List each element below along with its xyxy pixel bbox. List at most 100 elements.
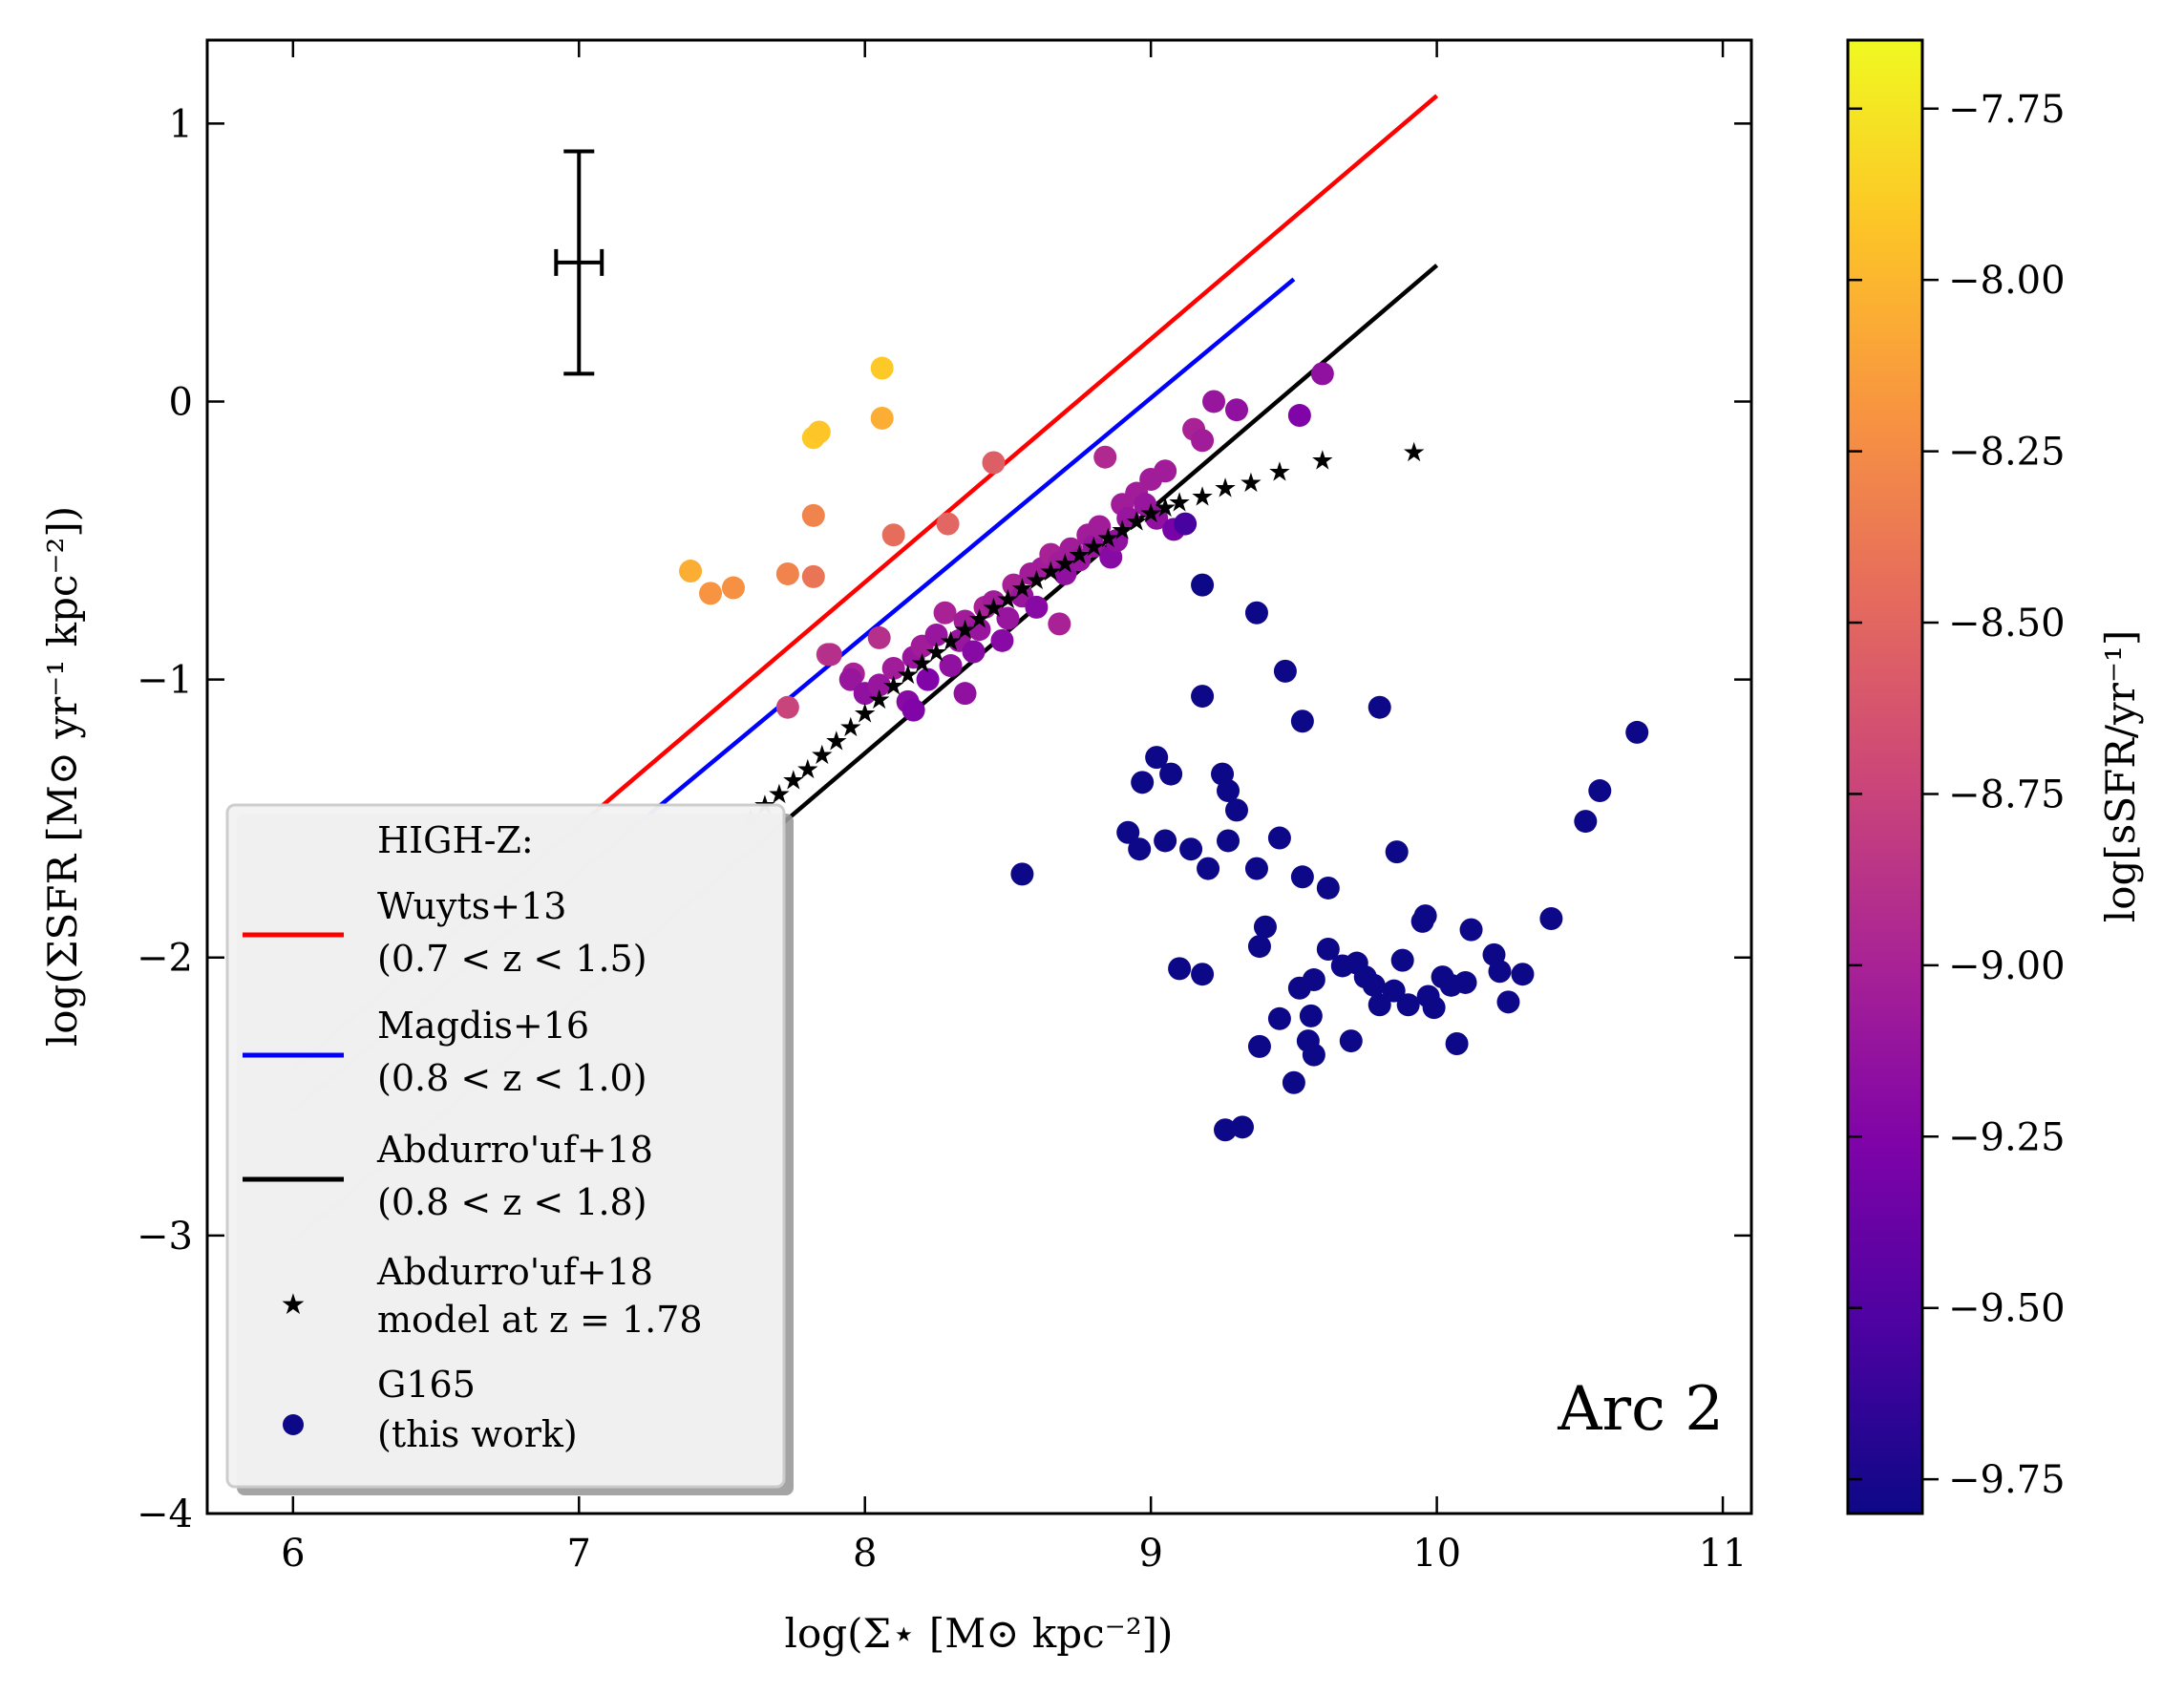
colorbar-tick-label: −9.50 — [1948, 1287, 2066, 1331]
data-point — [818, 643, 842, 667]
model-star: ★ — [853, 698, 877, 730]
data-point — [1244, 601, 1268, 625]
data-point — [1230, 1115, 1254, 1139]
data-point — [1088, 515, 1112, 539]
data-point — [1339, 1029, 1363, 1053]
data-point — [1396, 993, 1420, 1017]
legend-label: (0.7 < z < 1.5) — [377, 938, 647, 980]
model-star: ★ — [795, 753, 819, 785]
model-star: ★ — [1025, 564, 1049, 596]
y-tick-label: 0 — [169, 380, 193, 424]
legend-label: Magdis+16 — [377, 1005, 589, 1047]
data-point — [1247, 1034, 1271, 1058]
data-point — [867, 673, 891, 697]
data-point — [1145, 506, 1169, 530]
model-star: ★ — [924, 636, 948, 667]
legend-entry: ★ Abdurro'uf+18 model at z = 1.78 — [281, 1251, 703, 1341]
plot-area: ★★★★★★★★★★★★★★★★★★★★★★★★★★★★★★★★★★★★★ 6 7… — [137, 38, 1753, 1576]
data-point — [990, 628, 1014, 652]
data-point — [1316, 938, 1340, 962]
x-tick-label: 11 — [1699, 1532, 1748, 1576]
model-star: ★ — [1154, 492, 1177, 523]
data-point — [1082, 534, 1106, 558]
model-star: ★ — [1239, 467, 1262, 498]
typical-errorbar — [554, 149, 604, 376]
arc-annotation: Arc 2 — [1557, 1374, 1724, 1445]
data-point — [967, 618, 991, 642]
data-point — [962, 640, 986, 664]
data-point — [1244, 857, 1268, 880]
data-point — [1445, 1031, 1469, 1055]
model-star: ★ — [1139, 498, 1163, 529]
x-tick-label: 9 — [1138, 1532, 1162, 1576]
data-point — [775, 561, 799, 585]
data-point — [1191, 685, 1215, 709]
data-point — [1496, 990, 1520, 1014]
data-point — [982, 590, 1006, 614]
model-stars: ★★★★★★★★★★★★★★★★★★★★★★★★★★★★★★★★★★★★★ — [738, 436, 1426, 835]
model-star: ★ — [1125, 506, 1149, 538]
model-star: ★ — [1402, 436, 1426, 468]
model-star: ★ — [1191, 480, 1215, 512]
model-star: ★ — [1111, 514, 1134, 545]
data-point — [775, 695, 799, 719]
legend-entry: G165 (this work) — [283, 1364, 578, 1455]
model-star: ★ — [996, 583, 1020, 615]
data-point — [1362, 973, 1386, 997]
legend-label: Abdurro'uf+18 — [376, 1251, 653, 1293]
model-star: ★ — [967, 603, 991, 635]
data-point — [1290, 865, 1314, 889]
data-points — [679, 356, 1649, 1142]
legend-label: G165 — [377, 1364, 476, 1406]
plot-frame — [205, 38, 1753, 1515]
data-point — [1625, 720, 1649, 744]
data-point — [1053, 561, 1077, 585]
model-star: ★ — [982, 592, 1006, 624]
data-point — [1299, 1004, 1323, 1027]
model-star: ★ — [1267, 455, 1291, 487]
legend-label: (0.8 < z < 1.8) — [377, 1181, 647, 1223]
data-point — [1453, 970, 1477, 994]
data-point — [1511, 963, 1535, 986]
data-point — [838, 667, 862, 691]
colorbar-label: log[sSFR/yr⁻¹] — [2097, 630, 2144, 922]
data-point — [881, 523, 905, 547]
model-star: ★ — [838, 711, 862, 743]
data-point — [1488, 960, 1512, 984]
data-point — [1010, 862, 1034, 886]
data-point — [1202, 390, 1226, 413]
y-tick-label: −2 — [137, 937, 193, 981]
model-star: ★ — [1068, 540, 1092, 571]
model-star: ★ — [1213, 473, 1237, 504]
data-point — [801, 503, 825, 527]
data-point — [1247, 935, 1271, 959]
model-star: ★ — [881, 669, 905, 701]
colorbar-gradient — [1846, 38, 1924, 1515]
x-tick-label: 7 — [567, 1532, 591, 1576]
x-tick-label: 6 — [281, 1532, 305, 1576]
data-point — [867, 625, 891, 649]
data-point — [1128, 837, 1152, 861]
y-axis-label: log(ΣSFR [M⊙ yr⁻¹ kpc⁻²]) — [39, 506, 86, 1047]
colorbar: −7.75 −8.00 −8.25 −8.50 −8.75 −9.00 −9.25 −9.50… — [1846, 38, 2144, 1515]
data-point — [1068, 548, 1092, 572]
y-tick-label: −4 — [137, 1493, 193, 1536]
legend-star-icon: ★ — [281, 1288, 307, 1322]
data-point — [1413, 904, 1437, 928]
model-star: ★ — [1168, 486, 1192, 518]
x-axis-label: log(Σ⋆ [M⊙ kpc⁻²]) — [785, 1610, 1174, 1657]
model-star: ★ — [781, 764, 805, 795]
data-point — [933, 601, 957, 625]
model-star: ★ — [1039, 556, 1063, 587]
data-point — [1105, 529, 1129, 553]
model-star: ★ — [953, 614, 977, 646]
model-star: ★ — [1096, 522, 1120, 554]
y-tick-label: 1 — [169, 102, 193, 146]
data-point — [982, 451, 1006, 475]
model-star: ★ — [810, 739, 834, 771]
colorbar-tick-label: −8.75 — [1948, 773, 2066, 816]
model-star: ★ — [939, 625, 963, 657]
data-point — [699, 582, 723, 605]
